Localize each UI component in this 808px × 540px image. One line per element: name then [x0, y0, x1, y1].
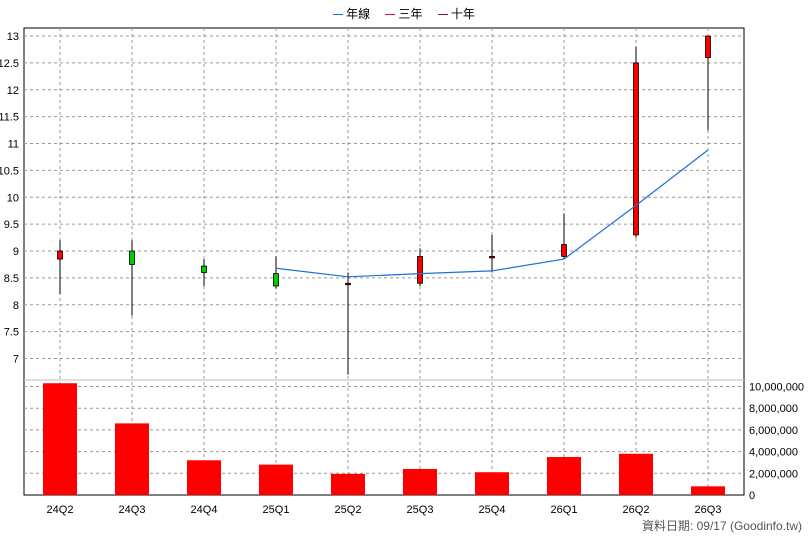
candle-body: [561, 244, 567, 257]
x-tick-label: 26Q2: [623, 504, 650, 516]
x-tick-label: 24Q2: [47, 504, 74, 516]
candle-body: [273, 273, 279, 287]
volume-bar: [691, 486, 725, 495]
candle-body: [417, 255, 423, 284]
candle-body: [633, 62, 639, 236]
volume-bar: [331, 473, 365, 495]
volume-bar: [547, 457, 581, 495]
price-tick-label: 12: [7, 85, 19, 97]
legend-item-year-line: 年線: [333, 5, 370, 22]
x-tick-label: 25Q4: [479, 504, 506, 516]
price-tick-label: 11.5: [0, 112, 19, 124]
x-tick-label: 24Q3: [119, 504, 146, 516]
price-tick-label: 12.5: [0, 58, 19, 70]
price-tick-label: 8: [13, 300, 19, 312]
volume-bar: [43, 383, 77, 495]
year-line-series: [275, 149, 709, 278]
candle-body: [345, 282, 351, 286]
volume-bar: [403, 468, 437, 495]
x-tick-label: 25Q2: [335, 504, 362, 516]
legend-label-year-line: 年線: [346, 7, 371, 21]
price-tick-label: 10: [7, 192, 19, 204]
volume-bar: [259, 464, 293, 495]
candle-body: [705, 35, 711, 58]
data-date-credit: 資料日期: 09/17 (Goodinfo.tw): [641, 519, 802, 533]
volume-bar: [115, 423, 149, 495]
price-tick-label: 10.5: [0, 165, 19, 177]
legend-swatch-ten-year: [437, 14, 448, 16]
x-tick-label: 26Q3: [695, 504, 722, 516]
price-tick-label: 13: [7, 31, 19, 43]
x-tick-label: 25Q3: [407, 504, 434, 516]
candle-body: [57, 250, 63, 260]
volume-bar: [475, 472, 509, 495]
x-tick-label: 25Q1: [263, 504, 290, 516]
legend-swatch-three-year: [385, 14, 396, 16]
volume-bar: [619, 453, 653, 495]
price-tick-label: 7: [13, 354, 19, 366]
x-tick-label: 24Q4: [191, 504, 218, 516]
candle-body: [489, 255, 495, 259]
candle-body: [201, 265, 207, 273]
volume-tick-label: 10,000,000: [749, 382, 804, 394]
volume-tick-label: 8,000,000: [749, 403, 798, 415]
volume-tick-label: 0: [749, 490, 755, 502]
volume-tick-label: 2,000,000: [749, 468, 798, 480]
legend-label-three-year: 三年: [398, 7, 423, 21]
x-tick-label: 26Q1: [551, 504, 578, 516]
price-tick-label: 9: [13, 246, 19, 258]
plot-frame: [23, 27, 745, 496]
price-tick-label: 8.5: [4, 273, 19, 285]
volume-bar: [187, 460, 221, 495]
volume-tick-label: 4,000,000: [749, 447, 798, 459]
chart-legend: 年線 三年 十年: [0, 5, 808, 22]
legend-swatch-year-line: [333, 14, 344, 16]
price-tick-label: 11: [8, 139, 19, 151]
volume-tick-label: 6,000,000: [749, 425, 798, 437]
legend-item-ten-year: 十年: [437, 5, 475, 22]
price-tick-label: 9.5: [4, 219, 19, 231]
price-tick-label: 7.5: [4, 327, 19, 339]
legend-label-ten-year: 十年: [450, 7, 475, 21]
legend-item-three-year: 三年: [385, 5, 423, 22]
candle-body: [129, 250, 135, 265]
